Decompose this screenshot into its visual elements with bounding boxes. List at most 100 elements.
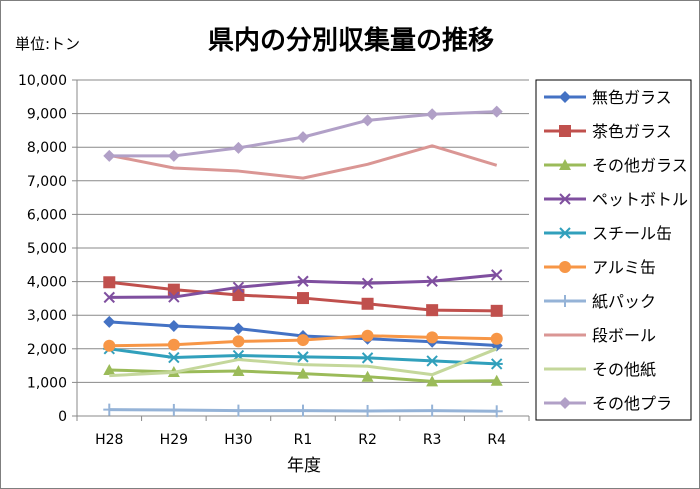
chart-title: 県内の分別収集量の推移 xyxy=(208,25,494,56)
asterisk-marker xyxy=(490,358,503,370)
legend-entry: スチール缶 xyxy=(544,224,672,243)
square-marker xyxy=(297,292,309,305)
x-axis-label: 年度 xyxy=(287,456,321,476)
asterisk-marker xyxy=(559,227,571,239)
square-marker xyxy=(361,297,374,310)
plus-marker xyxy=(559,295,571,307)
legend-entry: その他紙 xyxy=(544,360,656,379)
diamond-marker xyxy=(232,322,245,335)
x-marker xyxy=(559,193,571,205)
x-marker xyxy=(168,291,180,303)
legend-label: ペットボトル xyxy=(592,190,688,209)
x-tick-label: H28 xyxy=(95,432,123,448)
data-series xyxy=(103,105,503,418)
plus-marker xyxy=(232,404,245,417)
x-marker xyxy=(232,281,245,294)
legend-entry: 茶色ガラス xyxy=(544,122,672,141)
x-tick-label: R3 xyxy=(423,432,442,448)
y-tick-label: 8,000 xyxy=(27,140,67,156)
legend-label: アルミ缶 xyxy=(592,258,656,277)
legend-entry: 無色ガラス xyxy=(544,88,672,107)
plus-marker xyxy=(426,404,439,417)
series xyxy=(103,403,503,418)
triangle-marker xyxy=(426,375,439,387)
square-marker xyxy=(559,125,571,137)
legend-entry: その他ガラス xyxy=(544,156,688,175)
y-tick-label: 9,000 xyxy=(27,107,67,123)
series xyxy=(108,144,498,180)
legend-label: その他ガラス xyxy=(592,156,688,175)
y-tick-label: 10,000 xyxy=(18,73,67,89)
x-marker-stroke xyxy=(297,275,309,287)
legend-label: 茶色ガラス xyxy=(592,122,672,141)
circle-marker xyxy=(361,329,374,342)
diamond-marker xyxy=(559,91,571,103)
plus-marker xyxy=(361,404,374,417)
legend-label: スチール缶 xyxy=(592,224,672,243)
legend: 無色ガラス茶色ガラスその他ガラスペットボトルスチール缶アルミ缶紙パック段ボールそ… xyxy=(535,79,692,421)
x-tick-label: H30 xyxy=(224,432,252,448)
x-axis-ticks: H28 H29 H30 R1 R2 R3 R4 xyxy=(76,416,530,448)
diamond-marker xyxy=(490,105,503,118)
diamond-marker xyxy=(361,114,374,127)
x-marker xyxy=(297,275,309,287)
x-marker-stroke xyxy=(491,269,503,281)
x-tick-label: R1 xyxy=(294,432,313,448)
diamond-marker xyxy=(559,397,571,409)
legend-label: その他紙 xyxy=(592,360,656,379)
gridlines xyxy=(77,79,529,383)
asterisk-marker xyxy=(426,355,439,367)
series xyxy=(103,363,503,387)
diamond-marker xyxy=(103,315,116,328)
x-marker xyxy=(426,275,438,287)
asterisk-marker xyxy=(167,351,180,364)
legend-label: 紙パック xyxy=(592,292,656,311)
unit-label: 単位:トン xyxy=(15,35,80,53)
asterisk-marker xyxy=(361,352,374,364)
legend-entry: アルミ缶 xyxy=(544,258,656,277)
legend-entry: 紙パック xyxy=(544,292,656,311)
series-line xyxy=(108,144,498,180)
x-marker xyxy=(361,277,374,289)
x-tick-label: R4 xyxy=(487,432,506,448)
circle-marker xyxy=(490,332,503,345)
x-marker-stroke xyxy=(361,277,374,289)
plus-marker xyxy=(167,403,180,416)
circle-marker xyxy=(167,338,180,351)
x-tick-label: H29 xyxy=(160,432,188,448)
plus-marker xyxy=(103,403,116,416)
triangle-marker xyxy=(361,370,374,382)
series xyxy=(103,105,503,162)
y-tick-label: 2,000 xyxy=(27,342,67,358)
diamond-marker xyxy=(167,149,180,162)
legend-label: その他プラ xyxy=(592,394,672,413)
circle-marker xyxy=(297,334,309,347)
series xyxy=(109,347,498,378)
x-tick-label: R2 xyxy=(358,432,377,448)
x-marker xyxy=(103,291,115,304)
y-tick-label: 7,000 xyxy=(27,174,67,190)
square-marker xyxy=(232,289,245,302)
diamond-marker xyxy=(232,141,245,154)
y-tick-label: 0 xyxy=(58,409,67,425)
triangle-marker xyxy=(490,374,503,386)
square-marker xyxy=(426,304,439,317)
series-line xyxy=(109,347,498,378)
square-marker xyxy=(103,276,116,289)
x-marker-stroke xyxy=(232,281,245,294)
diamond-marker xyxy=(167,319,180,332)
diamond-marker xyxy=(297,131,309,144)
diamond-marker xyxy=(426,108,439,121)
x-marker xyxy=(491,269,503,281)
series xyxy=(103,329,503,352)
legend-entry: 段ボール xyxy=(544,326,656,345)
y-tick-label: 5,000 xyxy=(27,241,67,257)
plus-marker xyxy=(490,405,503,418)
square-marker xyxy=(490,304,503,317)
legend-label: 段ボール xyxy=(592,326,656,345)
triangle-marker xyxy=(232,364,245,376)
circle-marker xyxy=(426,331,439,344)
y-tick-label: 4,000 xyxy=(27,275,67,291)
